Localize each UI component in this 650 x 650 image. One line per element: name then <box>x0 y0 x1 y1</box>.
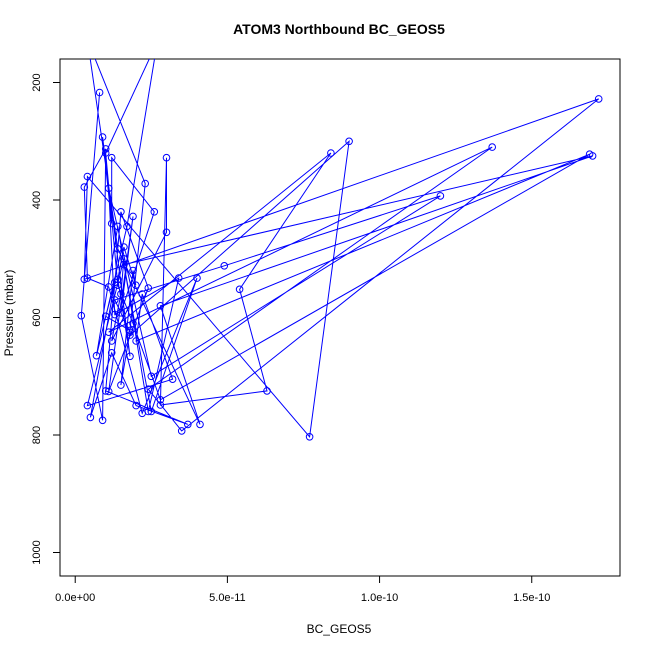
data-point <box>107 337 116 345</box>
data-point <box>98 133 107 141</box>
data-point <box>305 433 314 441</box>
data-point <box>101 387 110 395</box>
data-point <box>162 153 171 162</box>
x-axis: 0.0e+00 5.0e-11 1.0e-10 1.5e-10 <box>55 575 550 604</box>
data-point <box>193 274 201 282</box>
x-axis-label: BC_GEOS5 <box>307 622 372 636</box>
data-point <box>585 150 594 158</box>
data-point <box>101 312 110 321</box>
data-point <box>132 281 140 290</box>
data-point <box>196 420 204 429</box>
data-point <box>150 208 159 216</box>
data-point <box>104 184 113 193</box>
data-point <box>162 228 171 237</box>
data-point <box>111 310 119 319</box>
data-point <box>114 222 122 231</box>
data-point <box>101 145 110 153</box>
data-point <box>132 337 140 345</box>
y-tick-label: 200 <box>31 73 43 91</box>
data-point <box>129 212 137 221</box>
data-point <box>98 416 107 425</box>
data-point <box>86 413 95 422</box>
x-tick-label: 1.5e-10 <box>513 592 550 604</box>
data-point <box>156 396 165 404</box>
data-point <box>129 266 137 275</box>
data-point <box>83 401 92 410</box>
data-point <box>141 179 149 188</box>
data-point <box>327 149 335 157</box>
data-point <box>126 328 134 337</box>
x-tick-label: 5.0e-11 <box>209 592 246 604</box>
data-point <box>594 95 603 103</box>
data-point <box>120 260 128 269</box>
data-point <box>117 290 125 298</box>
y-tick-label: 800 <box>31 426 43 444</box>
data-point <box>129 319 137 328</box>
data-point <box>436 192 445 200</box>
data-point <box>126 352 134 361</box>
data-point <box>138 290 146 298</box>
data-point <box>107 153 116 162</box>
data-point <box>177 427 186 435</box>
data-point <box>126 331 134 339</box>
data-point <box>156 401 165 409</box>
data-point <box>117 381 125 389</box>
data-point <box>123 222 131 231</box>
data-point <box>101 149 110 157</box>
data-point <box>111 296 119 304</box>
data-point <box>120 254 128 263</box>
data-point <box>156 302 165 310</box>
data-point <box>104 387 113 396</box>
data-point <box>345 137 353 146</box>
series-layer <box>77 59 603 441</box>
x-tick-label: 0.0e+00 <box>55 592 95 604</box>
data-point <box>117 208 125 216</box>
y-axis-label: Pressure (mbar) <box>2 270 16 357</box>
data-point <box>83 172 92 181</box>
data-point <box>104 328 113 337</box>
data-point <box>144 385 153 394</box>
data-point <box>77 311 86 320</box>
y-axis: 200 400 600 800 1000 <box>31 73 61 565</box>
y-tick-label: 400 <box>31 191 43 209</box>
data-point <box>147 372 156 381</box>
data-point <box>95 88 104 97</box>
y-tick-label: 1000 <box>31 540 43 564</box>
data-point <box>92 351 101 360</box>
data-point <box>144 407 153 416</box>
data-point <box>174 274 183 282</box>
data-point <box>114 275 122 284</box>
data-point <box>144 284 153 292</box>
data-point <box>132 401 140 410</box>
data-point <box>104 283 113 291</box>
data-point <box>80 183 89 191</box>
data-point <box>168 375 177 384</box>
data-point <box>220 262 229 270</box>
data-point <box>488 143 497 151</box>
chart-title: ATOM3 Northbound BC_GEOS5 <box>233 21 445 37</box>
data-point <box>147 407 156 416</box>
data-point <box>114 281 122 290</box>
data-point <box>235 285 244 294</box>
data-point <box>80 275 89 284</box>
x-tick-label: 1.0e-10 <box>361 592 398 604</box>
data-point <box>107 349 116 357</box>
data-point <box>184 420 192 429</box>
data-point <box>107 219 116 228</box>
y-tick-label: 600 <box>31 308 43 326</box>
data-point <box>120 243 128 251</box>
data-point <box>263 387 271 395</box>
